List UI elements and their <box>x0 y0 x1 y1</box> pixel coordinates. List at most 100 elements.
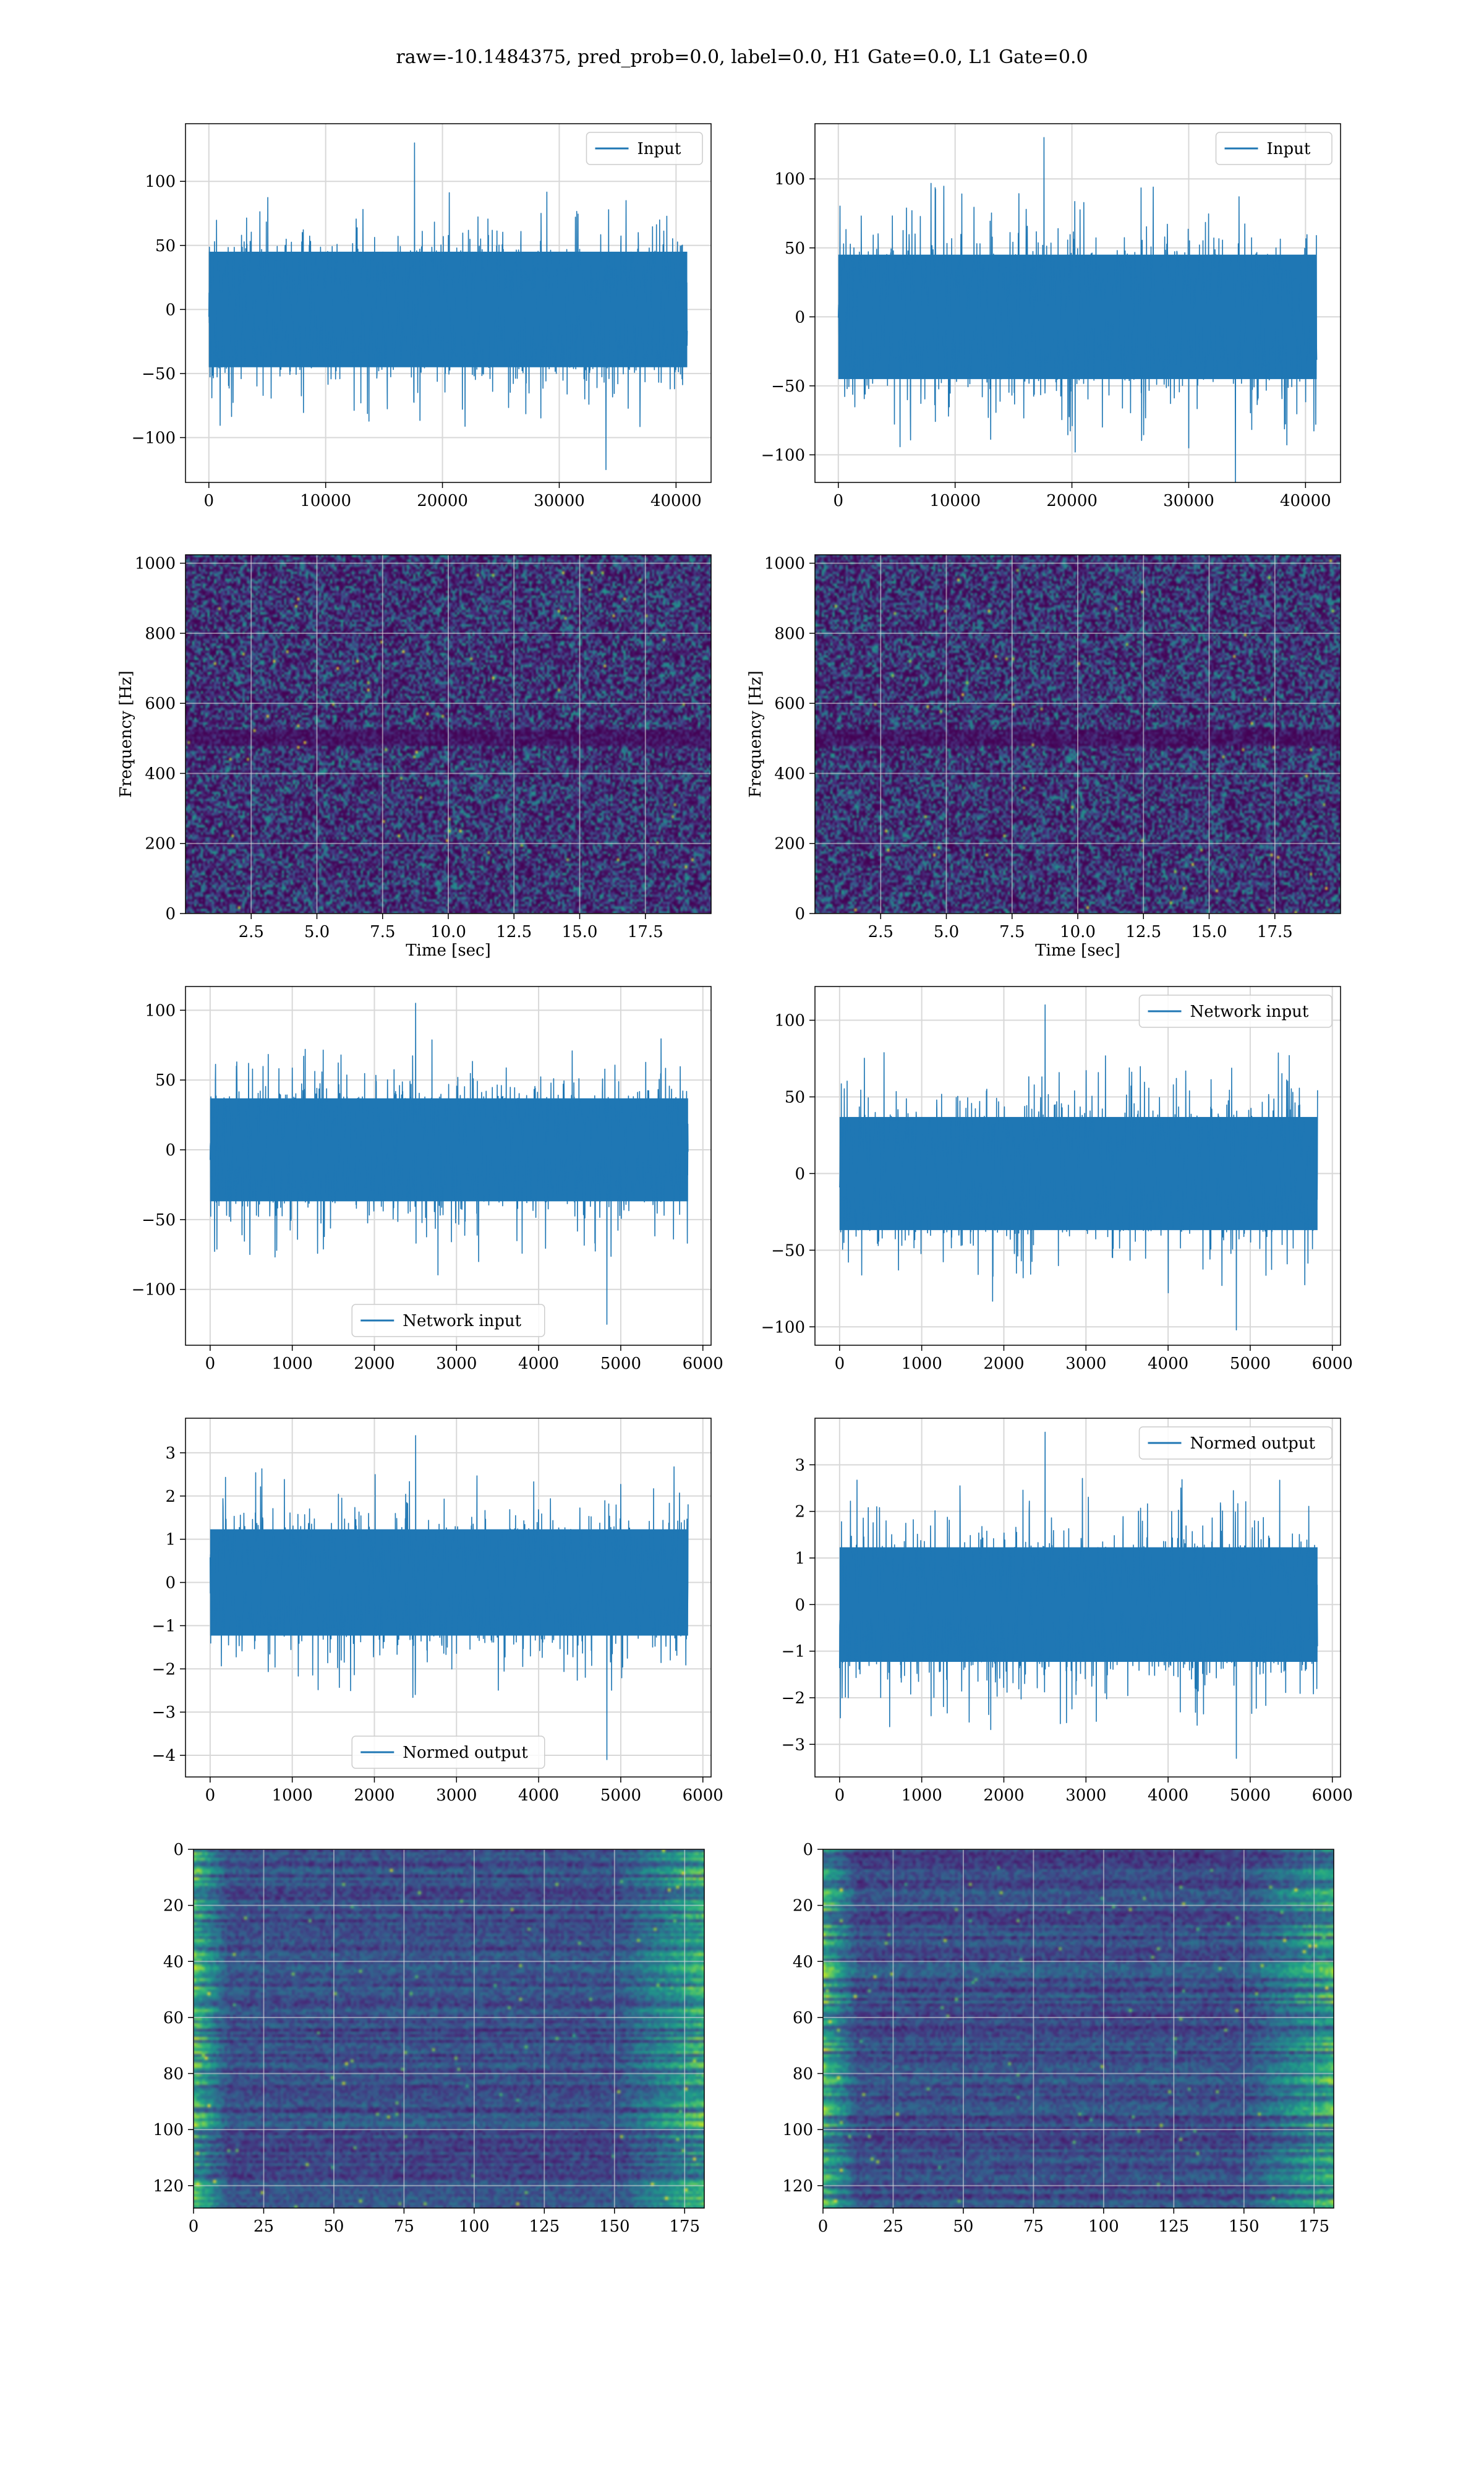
y-tick-label: 600 <box>774 695 805 713</box>
axes-frame <box>185 123 712 483</box>
y-tick-label: −50 <box>142 365 176 383</box>
legend-box <box>351 1736 545 1769</box>
series-line-h1-normed-output <box>210 1435 689 1760</box>
x-tick-label: 3000 <box>436 1355 477 1373</box>
x-tick-label: 50 <box>953 2217 973 2236</box>
axes-frame <box>814 986 1341 1346</box>
x-tick-label: 15.0 <box>1192 923 1227 941</box>
y-tick-label: 3 <box>165 1444 176 1463</box>
x-tick-label: 3000 <box>1065 1355 1106 1373</box>
axes-frame <box>185 986 712 1346</box>
subplot-l1-network-input: 0 1000 2000 3000 4000 5000 6000 −100 −50 0 50 100 Ne… <box>761 986 1353 1373</box>
y-tick-label: 400 <box>145 764 176 783</box>
subplot-l1-normed-output: 0 1000 2000 3000 4000 5000 6000 −3 −2 −1 0 1 2 3 Norme… <box>782 1418 1353 1805</box>
x-tick-label: 175 <box>1298 2217 1329 2236</box>
axes-frame <box>193 1849 705 2209</box>
axes-frame <box>814 123 1341 483</box>
x-tick-label: 5.0 <box>304 923 330 941</box>
y-tick-label: −50 <box>771 1241 805 1260</box>
heatmap-image <box>194 1849 704 2208</box>
x-tick-label: 6000 <box>1312 1355 1353 1373</box>
legend: Normed output <box>351 1736 545 1769</box>
legend-label: Input <box>638 140 681 158</box>
x-tick-label: 75 <box>394 2217 414 2236</box>
y-tick-label: 100 <box>145 173 176 191</box>
y-tick-label: 40 <box>163 1953 184 1971</box>
y-tick-label: 50 <box>155 1071 176 1090</box>
subplot-l1-feature-map: 0 25 50 75 100 125 150 175 0 20 40 60 80 100 120 <box>782 1841 1334 2236</box>
x-tick-label: 5000 <box>1230 1786 1271 1805</box>
y-tick-label: 600 <box>145 695 176 713</box>
x-tick-label: 20000 <box>417 492 468 510</box>
y-tick-label: −100 <box>132 1281 176 1299</box>
x-tick-label: 5.0 <box>934 923 959 941</box>
subplot-h1-input: 0 10000 20000 30000 40000 −100 −50 0 50 100 Input <box>132 123 712 510</box>
y-tick-label: −50 <box>142 1211 176 1230</box>
x-tick-label: 0 <box>204 492 215 510</box>
subplot-l1-spectrogram: 2.5 5.0 7.5 10.0 12.5 15.0 17.5 0 200 400 600 800 10… <box>746 554 1341 960</box>
y-tick-label: 0 <box>165 905 176 923</box>
subplot-grid: 0 10000 20000 30000 40000−100−50050100Input0… <box>117 123 1353 2236</box>
y-tick-label: 0 <box>795 308 805 327</box>
subplot-h1-network-input: 0 1000 2000 3000 4000 5000 6000 −100 −50 0 50 100 Ne… <box>132 986 723 1373</box>
x-tick-label: 10.0 <box>430 923 466 941</box>
x-tick-label: 10.0 <box>1060 923 1096 941</box>
x-tick-label: 0 <box>835 1786 845 1805</box>
x-tick-label: 4000 <box>518 1355 559 1373</box>
x-tick-label: 5000 <box>1230 1355 1271 1373</box>
x-tick-label: 0 <box>835 1355 845 1373</box>
y-tick-label: 0 <box>165 301 176 319</box>
x-tick-label: 2000 <box>983 1786 1024 1805</box>
legend-box <box>1215 132 1333 165</box>
y-tick-label: 800 <box>145 625 176 643</box>
x-tick-label: 0 <box>189 2217 199 2236</box>
y-tick-label: −100 <box>761 1318 805 1337</box>
x-tick-label: 6000 <box>683 1786 723 1805</box>
legend-box <box>351 1304 545 1337</box>
x-tick-label: 1000 <box>272 1355 313 1373</box>
y-tick-label: −100 <box>132 429 176 448</box>
x-tick-label: 0 <box>818 2217 829 2236</box>
x-tick-label: 0 <box>205 1355 216 1373</box>
x-tick-label: 2000 <box>354 1786 394 1805</box>
y-tick-label: 0 <box>803 1841 813 1859</box>
y-tick-label: 0 <box>165 1574 176 1593</box>
series-line-l1-network-input <box>839 1004 1318 1330</box>
x-tick-label: 30000 <box>534 492 585 510</box>
y-tick-label: −3 <box>782 1736 805 1754</box>
series-line-l1-input <box>838 137 1318 483</box>
subplot-l1-input: 0 10000 20000 30000 40000 −100 −50 0 50 100 Input <box>761 123 1341 510</box>
y-tick-label: −4 <box>152 1747 176 1765</box>
x-tick-label: 30000 <box>1163 492 1214 510</box>
y-tick-label: 100 <box>774 1012 805 1030</box>
y-tick-label: 20 <box>163 1897 184 1915</box>
x-tick-label: 12.5 <box>1125 923 1161 941</box>
x-tick-label: 15.0 <box>562 923 598 941</box>
axes-frame <box>814 1418 1341 1778</box>
x-tick-label: 7.5 <box>370 923 395 941</box>
x-tick-label: 17.5 <box>628 923 663 941</box>
x-tick-label: 3000 <box>436 1786 477 1805</box>
y-tick-label: 0 <box>795 1165 805 1183</box>
x-tick-label: 25 <box>254 2217 274 2236</box>
y-tick-label: 0 <box>173 1841 184 1859</box>
legend-box <box>1138 1426 1333 1460</box>
x-tick-label: 20000 <box>1046 492 1098 510</box>
legend: Input <box>1215 132 1333 165</box>
x-tick-label: 25 <box>883 2217 903 2236</box>
x-tick-label: 150 <box>599 2217 630 2236</box>
axes-frame <box>185 1418 712 1778</box>
x-axis-label: Time [sec] <box>406 941 491 960</box>
x-tick-label: 175 <box>669 2217 700 2236</box>
legend: Network input <box>351 1304 545 1337</box>
y-tick-label: −2 <box>782 1689 805 1708</box>
y-tick-label: −50 <box>771 377 805 396</box>
x-tick-label: 50 <box>323 2217 344 2236</box>
y-tick-label: 40 <box>793 1953 813 1971</box>
y-tick-label: 2 <box>165 1487 176 1506</box>
y-tick-label: 0 <box>795 1596 805 1614</box>
series-line-h1-input <box>208 142 688 471</box>
series-line-h1-network-input <box>210 1003 689 1325</box>
y-tick-label: 50 <box>785 239 805 258</box>
